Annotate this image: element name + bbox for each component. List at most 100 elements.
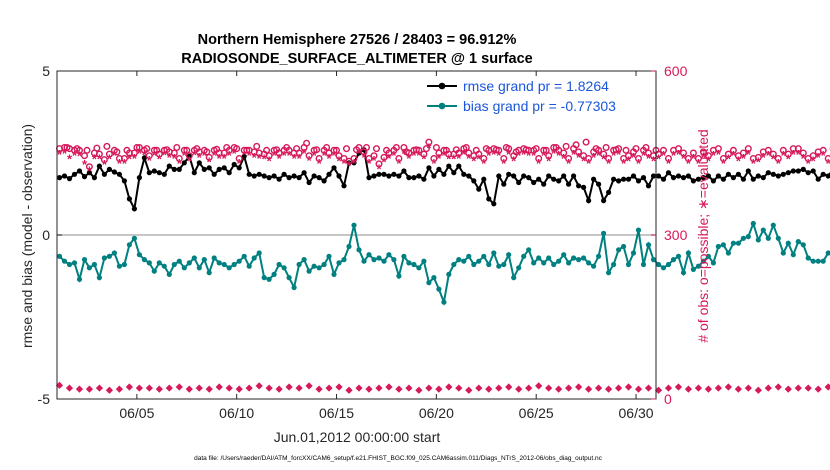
obs-possible-marker (333, 146, 341, 154)
obs-possible-marker (170, 149, 178, 157)
obs-possible-marker (714, 145, 722, 153)
rmse-point (131, 206, 137, 212)
obs-possible-marker (502, 143, 510, 151)
obs-count-marker (694, 384, 703, 392)
bias-point (111, 250, 117, 256)
rmse-point (715, 173, 722, 179)
obs-count-marker (575, 383, 583, 391)
rmse-point (66, 176, 73, 182)
rmse-point (800, 166, 806, 172)
obs-count-marker (125, 383, 133, 391)
obs-evaluated-marker: * (656, 152, 662, 167)
obs-evaluated-marker: * (102, 157, 108, 172)
obs-evaluated-marker: * (77, 149, 83, 164)
obs-evaluated-marker: * (416, 148, 422, 163)
obs-evaluated-marker: * (641, 148, 647, 163)
obs-evaluated-marker: * (252, 150, 258, 165)
obs-evaluated-marker: * (222, 151, 228, 166)
bias-point (621, 243, 627, 250)
obs-count-marker (824, 383, 830, 391)
rmse-point (191, 170, 197, 176)
rmse-point (221, 165, 227, 171)
rmse-point (695, 176, 702, 182)
obs-count-marker (594, 384, 603, 392)
obs-possible-marker (73, 145, 81, 153)
bias-point (511, 275, 517, 281)
obs-evaluated-marker: * (711, 148, 717, 163)
obs-possible-marker (482, 145, 490, 153)
bias-point (561, 252, 567, 258)
obs-possible-marker (330, 146, 338, 154)
obs-count-marker (265, 384, 273, 392)
obs-possible-marker (265, 152, 273, 160)
bias-point (601, 230, 607, 236)
obs-possible-marker (565, 154, 573, 162)
obs-possible-marker (592, 145, 600, 153)
rmse-point (760, 175, 766, 181)
bias-point (166, 271, 172, 277)
obs-count-marker (325, 384, 333, 392)
bias-point (301, 257, 307, 263)
obs-count-marker (585, 385, 593, 393)
bias-point (516, 265, 522, 271)
bias-point (96, 275, 102, 281)
data-file-footnote: data file: /Users/raeder/DAI/ATM_forcXX/… (194, 455, 603, 462)
obs-evaluated-marker: * (741, 151, 747, 166)
bias-point (221, 261, 227, 268)
obs-count-marker (245, 384, 253, 392)
obs-evaluated-marker: * (541, 148, 547, 163)
obs-count-marker (105, 386, 114, 394)
rmse-point (556, 178, 562, 184)
obs-possible-marker (193, 145, 201, 153)
legend-rmse-label: rmse grand pr = 1.8264 (463, 78, 609, 94)
obs-evaluated-marker: * (586, 156, 592, 171)
obs-possible-marker (729, 146, 737, 154)
bias-point (551, 261, 557, 268)
rmse-point (141, 155, 147, 161)
obs-evaluated-marker: * (811, 154, 817, 169)
bias-point (346, 243, 352, 250)
obs-evaluated-marker: * (686, 156, 692, 171)
obs-possible-marker (303, 139, 311, 147)
bias-point (336, 260, 342, 266)
rmse-point (481, 176, 487, 182)
rmse-point (526, 175, 532, 181)
bias-point (720, 242, 727, 248)
bias-point (745, 234, 751, 240)
obs-evaluated-marker: * (172, 151, 178, 166)
bias-point (685, 250, 692, 256)
obs-count-marker (754, 386, 762, 394)
obs-evaluated-marker: * (351, 156, 357, 171)
bias-point (56, 253, 63, 259)
rmse-point (446, 163, 452, 169)
bias-point (715, 243, 722, 250)
bias-point (655, 261, 662, 268)
obs-possible-marker (442, 146, 450, 154)
rmse-point (690, 178, 697, 184)
obs-possible-marker (794, 145, 802, 153)
obs-evaluated-marker: * (771, 152, 777, 167)
obs-possible-marker (350, 154, 358, 162)
bias-point (645, 242, 652, 248)
rmse-point (176, 166, 182, 172)
bias-point (765, 235, 771, 241)
rmse-point (136, 175, 142, 181)
bias-point (121, 261, 127, 268)
rmse-point (236, 165, 242, 171)
bias-point (491, 250, 497, 256)
obs-evaluated-marker: * (571, 147, 577, 162)
obs-evaluated-marker: * (451, 152, 457, 167)
obs-possible-marker (522, 146, 530, 154)
rmse-point (276, 176, 282, 182)
rmse-point (815, 176, 821, 182)
rmse-point (171, 166, 177, 172)
bias-point (106, 253, 112, 259)
obs-evaluated-marker: * (516, 148, 522, 163)
bias-point (196, 265, 202, 271)
obs-evaluated-marker: * (202, 148, 208, 163)
rmse-point (431, 173, 437, 179)
rmse-point (81, 174, 88, 180)
obs-evaluated-marker: * (701, 150, 707, 165)
obs-count-marker (654, 386, 663, 394)
bias-point (401, 253, 407, 259)
